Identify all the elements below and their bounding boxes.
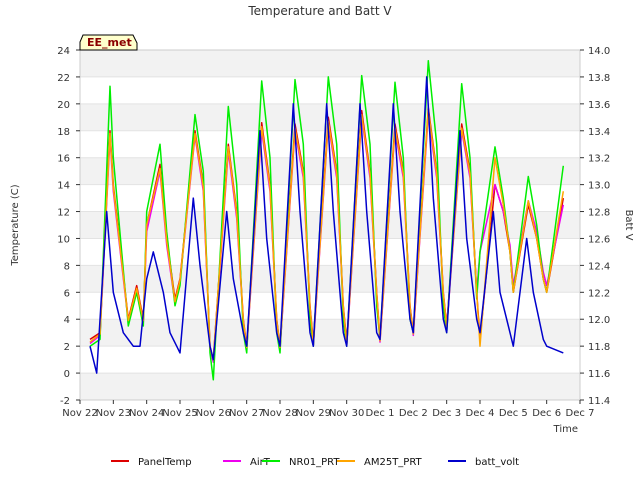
grid-band (80, 319, 580, 347)
y-axis-right: 11.4 11.6 11.8 12.0 12.2 12.4 12.6 12.8 13.0 13.2… (580, 46, 610, 407)
y-tick-label: 12 (57, 208, 70, 219)
y-tick-label: -2 (60, 396, 70, 407)
y2-tick-label: 11.8 (588, 342, 610, 353)
y2-tick-label: 11.4 (588, 396, 610, 407)
y2-tick-label: 12.4 (588, 261, 610, 272)
y2-tick-label: 12.0 (588, 315, 610, 326)
grid-band (80, 373, 580, 400)
legend-label: batt_volt (475, 457, 519, 468)
plot-area (79, 49, 581, 401)
y-tick-label: 16 (57, 154, 70, 165)
y-tick-label: 6 (64, 288, 70, 299)
y-tick-label: 20 (57, 100, 70, 111)
x-tick-label: Nov 24 (129, 408, 164, 419)
y-axis-title: Temperature (C) (10, 184, 21, 266)
y-tick-label: 22 (57, 73, 70, 84)
x-axis-title: Time (553, 424, 578, 435)
y2-tick-label: 12.6 (588, 234, 610, 245)
y2-tick-label: 12.2 (588, 288, 610, 299)
y2-tick-label: 13.8 (588, 73, 610, 84)
y-tick-label: 14 (57, 181, 70, 192)
site-badge: EE_met (79, 34, 138, 51)
x-tick-label: Dec 1 (366, 408, 395, 419)
x-tick-label: Nov 22 (62, 408, 97, 419)
x-tick-label: Nov 28 (262, 408, 297, 419)
site-badge-label: EE_met (87, 36, 132, 49)
legend: PanelTemp AirT NR01_PRT AM25T_PRT batt_volt (111, 457, 519, 468)
x-tick-label: Nov 23 (96, 408, 131, 419)
x-tick-label: Dec 2 (399, 408, 428, 419)
x-tick-label: Dec 6 (532, 408, 561, 419)
x-tick-label: Nov 26 (196, 408, 231, 419)
y-tick-label: 10 (57, 234, 70, 245)
y2-tick-label: 13.0 (588, 181, 610, 192)
legend-label: PanelTemp (138, 457, 192, 468)
x-tick-label: Dec 7 (566, 408, 595, 419)
y2-tick-label: 14.0 (588, 46, 610, 57)
x-tick-label: Nov 29 (296, 408, 331, 419)
series-lines (89, 60, 565, 381)
grid-band (80, 50, 580, 77)
y-tick-label: 8 (64, 261, 70, 272)
plot-background-bands (80, 49, 580, 401)
y-tick-label: 4 (64, 315, 70, 326)
x-tick-label: Dec 4 (466, 408, 495, 419)
x-tick-label: Nov 25 (162, 408, 197, 419)
grid-band (80, 346, 580, 374)
y2-tick-label: 13.2 (588, 154, 610, 165)
x-tick-label: Nov 30 (329, 408, 364, 419)
y-tick-label: 18 (57, 127, 70, 138)
x-tick-label: Dec 3 (432, 408, 461, 419)
x-tick-label: Nov 27 (229, 408, 264, 419)
y-tick-label: 0 (64, 369, 70, 380)
legend-label: NR01_PRT (289, 457, 340, 468)
legend-label: AM25T_PRT (364, 457, 423, 468)
y2-tick-label: 12.8 (588, 208, 610, 219)
legend-label: AirT (250, 457, 271, 468)
y-tick-label: 2 (64, 342, 70, 353)
grid-band (80, 265, 580, 293)
y2-tick-label: 13.4 (588, 127, 610, 138)
chart-title: Temperature and Batt V (247, 4, 392, 18)
y-tick-label: 24 (57, 46, 70, 57)
series-line-batt-volt (89, 76, 564, 374)
y2-tick-label: 11.6 (588, 369, 610, 380)
x-tick-label: Dec 5 (499, 408, 528, 419)
y2-tick-label: 13.6 (588, 100, 610, 111)
y2-axis-title: Batt V (623, 210, 634, 241)
site-badge-shape (79, 34, 138, 51)
